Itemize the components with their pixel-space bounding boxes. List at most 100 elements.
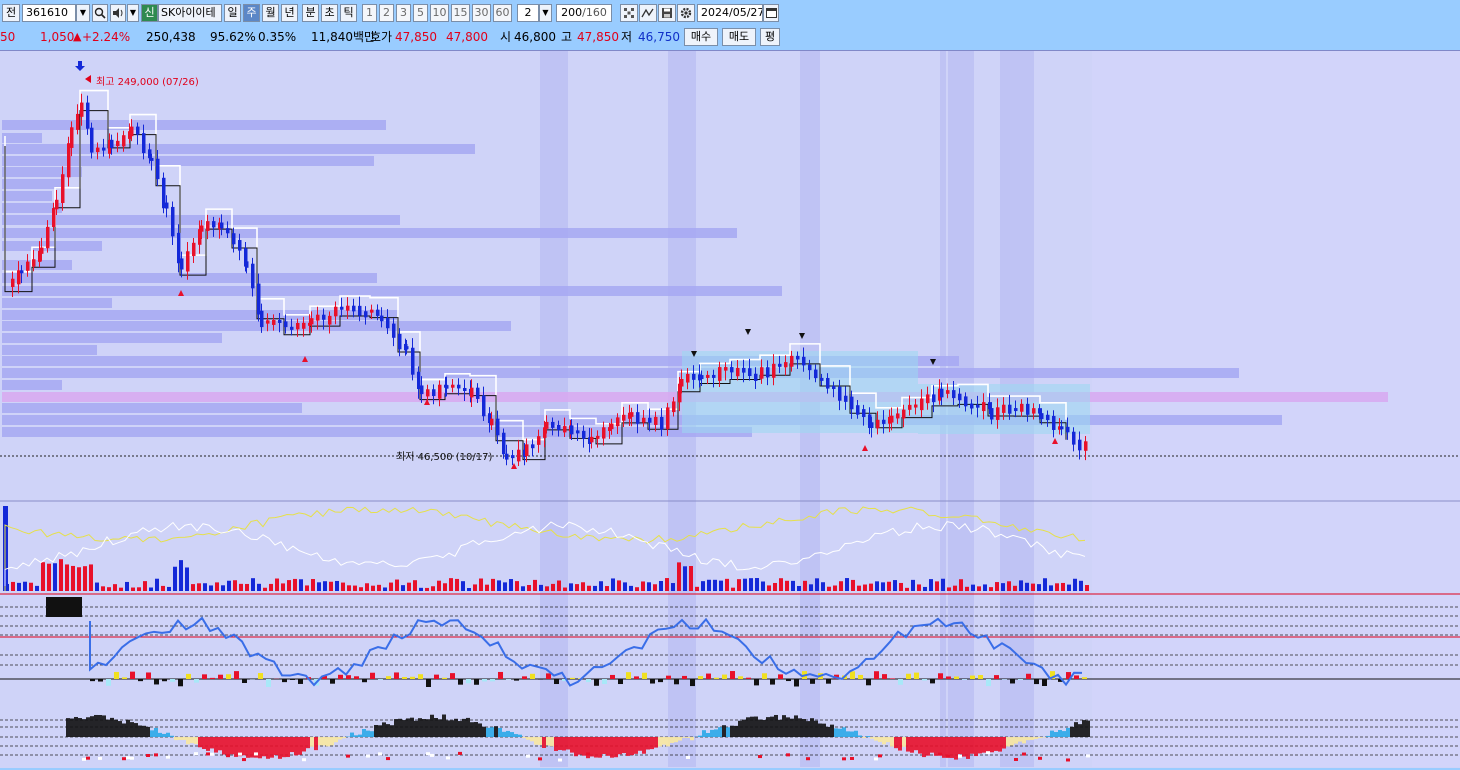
interval-button-60[interactable]: 60 [493, 4, 512, 22]
wave-bar [714, 729, 718, 737]
interval-button-15[interactable]: 15 [451, 4, 470, 22]
volume-bar [143, 581, 147, 591]
search-icon[interactable] [92, 4, 108, 22]
wave-bar [158, 733, 162, 737]
candle-up [1084, 441, 1088, 451]
buy-button[interactable]: 매수 [684, 28, 718, 46]
interval-button-1[interactable]: 1 [362, 4, 377, 22]
oscillator-bar [962, 679, 967, 680]
candle-up [666, 407, 670, 429]
candle-up [46, 227, 50, 248]
volume-bar [737, 579, 741, 591]
candle-up [706, 375, 710, 378]
volume-bar [761, 581, 765, 591]
signal-dot [878, 754, 882, 757]
signal-dot [378, 752, 382, 755]
candle-down [1008, 405, 1012, 414]
oscillator-bar [978, 675, 983, 679]
wave-bar [938, 737, 942, 755]
stock-chart-canvas[interactable]: 최고 249,000 (07/26) 최저 46,500 (10/17) [0, 51, 1460, 767]
wave-bar [974, 737, 978, 756]
volume-bar [1043, 578, 1047, 591]
interval-button-2[interactable]: 2 [379, 4, 394, 22]
count-dropdown-chevron-down-icon[interactable]: ▼ [539, 4, 552, 22]
period-day-button[interactable]: 일 [224, 4, 241, 22]
wave-bar [630, 737, 634, 755]
oscillator-bar [298, 679, 303, 684]
grid-icon[interactable] [620, 4, 638, 22]
candle-down [322, 315, 326, 320]
oscillator-bar [474, 679, 479, 685]
period-tick-button[interactable]: 틱 [340, 4, 357, 22]
volume-bar [863, 585, 867, 591]
drawing-tool-icon[interactable] [639, 4, 657, 22]
save-icon[interactable] [658, 4, 676, 22]
interval-button-5[interactable]: 5 [413, 4, 428, 22]
low-label: 저 [621, 28, 632, 46]
mode-button[interactable]: 전 [2, 4, 20, 22]
high-label: 고 [561, 28, 572, 46]
volume-bar [281, 583, 285, 591]
interval-button-3[interactable]: 3 [396, 4, 411, 22]
wave-bar [362, 729, 366, 737]
candle-down [850, 397, 854, 410]
candle-up [543, 427, 547, 438]
gear-icon[interactable] [677, 4, 695, 22]
oscillator-bar [530, 674, 535, 679]
oscillator-bar [1026, 674, 1031, 679]
volume-bar [209, 585, 213, 591]
candle-up [1002, 405, 1006, 413]
period-month-button[interactable]: 월 [262, 4, 279, 22]
period-minute-button[interactable]: 분 [302, 4, 319, 22]
wave-bar [474, 722, 478, 737]
wave-bar [198, 737, 202, 747]
candle-down [1040, 413, 1044, 419]
oscillator-bar [722, 675, 727, 679]
period-second-button[interactable]: 초 [321, 4, 338, 22]
period-year-button[interactable]: 년 [281, 4, 298, 22]
candle-down [257, 284, 261, 315]
date-input[interactable]: 2024/05/27 [697, 4, 763, 22]
wave-bar [502, 732, 506, 737]
oscillator-bar [418, 674, 423, 679]
sell-button[interactable]: 매도 [722, 28, 756, 46]
oscillator-bar [906, 674, 911, 679]
wave-bar [98, 715, 102, 737]
sound-dropdown-chevron-down-icon[interactable]: ▼ [127, 4, 139, 22]
candle-up [206, 221, 210, 231]
oscillator-bar [266, 679, 271, 687]
oscillator-bar [706, 674, 711, 679]
calendar-icon[interactable] [763, 4, 779, 22]
candle-up [272, 320, 276, 325]
oscillator-bar [138, 679, 143, 681]
wave-bar [534, 737, 538, 745]
interval-button-30[interactable]: 30 [472, 4, 491, 22]
period-week-button[interactable]: 주 [243, 4, 260, 22]
speaker-icon[interactable] [110, 4, 126, 22]
candle-down [730, 367, 734, 372]
candle-down [832, 386, 836, 389]
code-dropdown-chevron-down-icon[interactable]: ▼ [76, 4, 90, 22]
interval-button-10[interactable]: 10 [430, 4, 449, 22]
stock-name-field[interactable]: SK아이이테 [158, 4, 222, 22]
volume-bar [1079, 581, 1083, 591]
wave-bar [914, 737, 918, 750]
stock-code-input[interactable]: 361610 [22, 4, 76, 22]
oscillator-bar [866, 679, 871, 685]
oscillator-bar [290, 679, 295, 680]
bars-count-input[interactable]: 200/160 [556, 4, 612, 22]
wave-bar [106, 720, 110, 737]
wave-bar [638, 737, 642, 751]
signal-dot [586, 752, 590, 755]
wave-bar [390, 725, 394, 737]
count-input[interactable]: 2 [517, 4, 539, 22]
stock-chart-area[interactable]: 최고 249,000 (07/26) 최저 46,500 (10/17) [0, 50, 1460, 768]
volume-bar [803, 581, 807, 591]
volume-bar [287, 580, 291, 591]
oscillator-bar [1042, 679, 1047, 686]
wave-bar [1026, 737, 1030, 740]
oscillator-bar [994, 675, 999, 679]
eval-button[interactable]: 평 [760, 28, 780, 46]
candle-up [96, 148, 100, 153]
